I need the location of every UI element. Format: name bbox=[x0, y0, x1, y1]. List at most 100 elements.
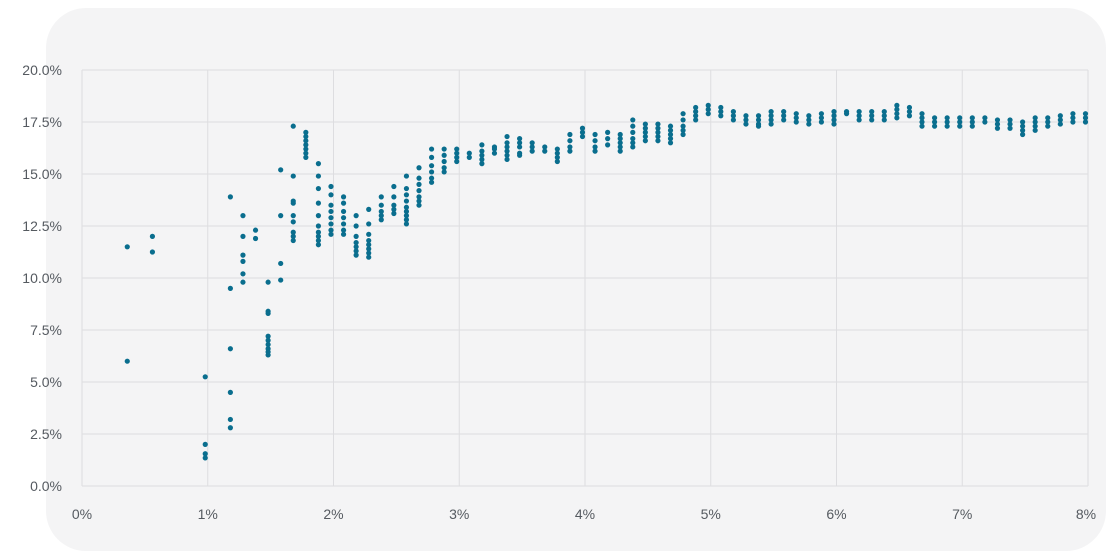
data-point bbox=[1020, 119, 1026, 125]
data-point bbox=[265, 279, 271, 285]
data-point bbox=[768, 121, 774, 127]
data-point bbox=[655, 133, 661, 140]
data-point bbox=[1082, 111, 1089, 117]
data-point bbox=[278, 277, 284, 283]
data-point bbox=[642, 125, 648, 131]
x-tick-label: 2% bbox=[323, 506, 343, 522]
data-point bbox=[227, 346, 233, 352]
data-point bbox=[1057, 117, 1063, 123]
data-point bbox=[202, 455, 208, 461]
data-point bbox=[340, 227, 347, 233]
data-point bbox=[124, 358, 130, 364]
data-point bbox=[680, 131, 686, 138]
data-point bbox=[517, 152, 523, 158]
data-point bbox=[906, 104, 913, 111]
data-point bbox=[881, 109, 887, 115]
data-point bbox=[630, 136, 636, 142]
data-point bbox=[781, 113, 787, 119]
data-point bbox=[290, 123, 296, 129]
data-point bbox=[353, 213, 359, 219]
data-point bbox=[1007, 121, 1013, 127]
data-point bbox=[416, 188, 422, 194]
data-point bbox=[378, 194, 384, 200]
data-point bbox=[353, 248, 359, 254]
data-point bbox=[730, 117, 736, 123]
data-point bbox=[705, 102, 711, 108]
data-point bbox=[1032, 123, 1038, 129]
data-point bbox=[680, 123, 686, 129]
data-point bbox=[403, 221, 410, 227]
data-point bbox=[149, 233, 156, 239]
data-point bbox=[567, 138, 573, 144]
data-point bbox=[831, 109, 837, 115]
data-point bbox=[315, 173, 322, 179]
data-point bbox=[378, 202, 384, 208]
data-point bbox=[994, 125, 1001, 131]
data-point bbox=[667, 131, 674, 138]
data-point bbox=[931, 123, 938, 129]
data-point bbox=[416, 202, 422, 208]
data-point bbox=[1032, 127, 1038, 133]
data-point bbox=[1045, 115, 1051, 121]
data-point bbox=[567, 144, 573, 150]
data-point bbox=[957, 119, 963, 125]
data-point bbox=[340, 194, 347, 200]
data-point bbox=[919, 119, 925, 125]
data-point bbox=[592, 138, 598, 144]
data-point bbox=[831, 117, 837, 123]
y-tick-label: 12.5% bbox=[22, 218, 62, 234]
data-point bbox=[403, 208, 410, 215]
data-point bbox=[517, 140, 523, 146]
data-point bbox=[806, 121, 812, 127]
data-point bbox=[366, 231, 372, 237]
data-point bbox=[592, 131, 598, 138]
data-point bbox=[416, 194, 422, 200]
data-point bbox=[428, 154, 435, 160]
data-point bbox=[491, 146, 498, 152]
data-point bbox=[303, 142, 309, 148]
data-point bbox=[793, 115, 799, 121]
data-point bbox=[768, 109, 774, 115]
data-point bbox=[265, 341, 271, 348]
data-point bbox=[227, 389, 233, 395]
data-point bbox=[554, 146, 560, 152]
data-point bbox=[391, 202, 397, 208]
data-point bbox=[894, 115, 900, 121]
data-point bbox=[705, 106, 711, 113]
data-point bbox=[315, 185, 322, 192]
data-point bbox=[315, 200, 322, 206]
data-point bbox=[479, 152, 485, 158]
data-point bbox=[240, 279, 246, 285]
data-point bbox=[743, 117, 749, 123]
data-point bbox=[969, 115, 975, 121]
data-point bbox=[428, 179, 435, 185]
x-tick-label: 7% bbox=[952, 506, 972, 522]
data-point bbox=[328, 227, 334, 233]
data-point bbox=[340, 221, 347, 227]
data-point bbox=[403, 173, 410, 179]
data-point bbox=[856, 113, 862, 119]
data-point bbox=[605, 142, 611, 148]
data-point bbox=[328, 208, 334, 215]
data-point bbox=[567, 148, 573, 154]
data-point bbox=[655, 138, 661, 144]
data-point bbox=[240, 213, 246, 219]
data-point bbox=[290, 229, 296, 235]
data-point bbox=[303, 129, 309, 135]
data-point bbox=[290, 213, 296, 219]
data-point bbox=[240, 252, 246, 258]
data-point bbox=[278, 167, 284, 173]
data-point bbox=[1070, 119, 1076, 125]
data-point bbox=[944, 123, 950, 129]
data-point bbox=[290, 173, 296, 179]
data-points bbox=[124, 102, 1089, 461]
data-point bbox=[944, 119, 950, 125]
data-point bbox=[416, 198, 422, 204]
chart-card bbox=[46, 8, 1106, 551]
data-point bbox=[290, 233, 296, 239]
data-point bbox=[1020, 127, 1026, 133]
data-point bbox=[428, 146, 435, 152]
x-tick-label: 5% bbox=[701, 506, 721, 522]
data-point bbox=[124, 244, 130, 250]
